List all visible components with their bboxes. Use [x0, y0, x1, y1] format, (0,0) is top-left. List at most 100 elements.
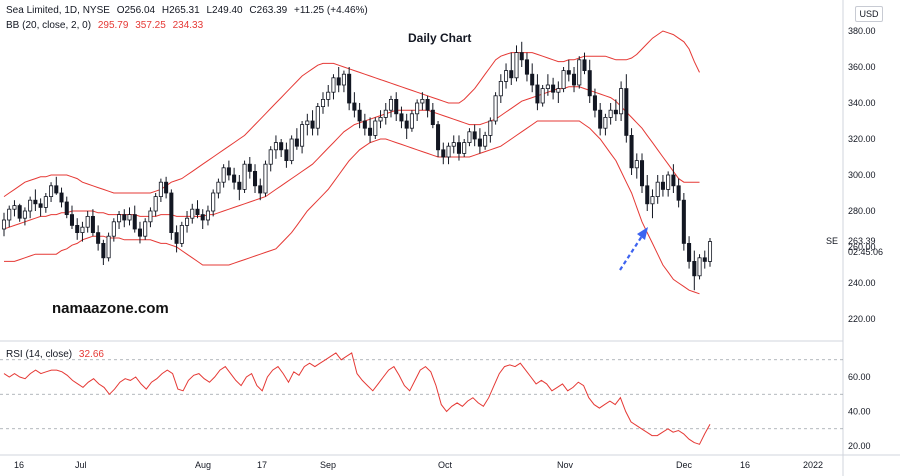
- candle-down: [284, 149, 289, 162]
- candle-down: [59, 192, 64, 203]
- candle-down: [279, 142, 284, 151]
- candle-up: [305, 120, 310, 125]
- candle-down: [232, 174, 237, 183]
- candle-down: [572, 73, 577, 86]
- candle-up: [619, 88, 624, 115]
- candle-up: [179, 224, 184, 244]
- candle-down: [551, 84, 556, 93]
- symbol-name: Sea Limited, 1D, NYSE: [6, 5, 110, 16]
- low-value: L249.40: [206, 5, 243, 16]
- candle-up: [216, 181, 221, 194]
- time-tick-label: Oct: [438, 460, 453, 470]
- candle-down: [399, 113, 404, 122]
- candle-up: [320, 99, 326, 108]
- price-tick-label: 220.00: [848, 314, 876, 324]
- candle-up: [409, 113, 414, 129]
- candle-down: [169, 192, 174, 233]
- candle-up: [153, 196, 158, 212]
- candle-up: [111, 221, 116, 237]
- candle-up: [1, 219, 7, 230]
- candle-down: [587, 70, 592, 97]
- chart-title: Daily Chart: [408, 31, 472, 45]
- rsi-tick-label: 20.00: [848, 441, 871, 451]
- candle-down: [519, 52, 524, 61]
- candle-up: [300, 124, 305, 147]
- candle-down: [336, 77, 341, 86]
- candle-down: [430, 109, 435, 125]
- bb-label: BB (20, close, 2, 0): [6, 20, 92, 31]
- candle-down: [174, 232, 179, 244]
- time-tick-label: Dec: [676, 460, 693, 470]
- candle-down: [226, 167, 231, 176]
- candle-down: [535, 84, 540, 104]
- candle-up: [467, 131, 472, 144]
- rsi-label: RSI (14, close): [6, 349, 73, 360]
- candle-down: [362, 120, 367, 129]
- candle-up: [545, 84, 550, 89]
- candle-down: [164, 181, 169, 194]
- candle-down: [33, 199, 38, 205]
- candle-down: [472, 131, 477, 140]
- candle-down: [237, 181, 242, 190]
- rsi-value: 32.66: [78, 349, 104, 360]
- high-value: H265.31: [161, 5, 200, 16]
- candle-up: [221, 167, 226, 183]
- close-value: C263.39: [249, 5, 288, 16]
- candle-down: [629, 134, 634, 169]
- currency-button[interactable]: USD: [855, 6, 883, 22]
- candle-down: [38, 203, 43, 208]
- candle-up: [488, 120, 493, 136]
- candle-down: [692, 260, 697, 277]
- rsi-legend: RSI (14, close) 32.66: [6, 349, 108, 360]
- candle-down: [582, 59, 587, 71]
- price-tick-label: 320.00: [848, 134, 876, 144]
- candle-up: [117, 214, 122, 223]
- time-tick-label: Aug: [195, 460, 211, 470]
- candle-up: [388, 99, 394, 111]
- candle-down: [477, 138, 482, 147]
- candle-down: [436, 124, 441, 151]
- candle-up: [326, 91, 331, 100]
- price-tag-symbol: SE: [826, 236, 839, 246]
- candle-up: [190, 208, 195, 219]
- price-tick-label: 240.00: [848, 278, 876, 288]
- candle-up: [315, 106, 320, 129]
- price-tick-label: 280.00: [848, 206, 876, 216]
- candle-up: [707, 241, 713, 262]
- candle-up: [556, 88, 561, 93]
- candle-down: [247, 163, 252, 172]
- change-value: +11.25 (+4.46%): [294, 5, 368, 16]
- candle-up: [373, 120, 378, 136]
- candle-up: [185, 217, 190, 226]
- candle-up: [127, 214, 132, 221]
- candle-up: [666, 174, 671, 190]
- candle-down: [592, 95, 597, 111]
- candle-up: [650, 196, 655, 205]
- candle-down: [90, 215, 95, 233]
- candle-up: [561, 70, 566, 89]
- candle-up: [80, 226, 85, 233]
- candle-down: [258, 185, 263, 194]
- candle-down: [530, 73, 535, 86]
- candle-down: [687, 242, 692, 262]
- bar-countdown: 02:45:06: [848, 247, 884, 257]
- candle-up: [420, 99, 425, 104]
- candle-up: [211, 192, 216, 212]
- candle-up: [12, 205, 17, 210]
- candle-down: [660, 181, 665, 190]
- time-tick-label: 16: [740, 460, 750, 470]
- candle-down: [352, 102, 357, 111]
- annotation-arrow-head: [637, 227, 648, 240]
- candle-up: [451, 142, 456, 147]
- last-price-value: 263.39: [848, 236, 876, 246]
- candle-up: [268, 149, 273, 165]
- annotation-arrow-shaft: [619, 235, 643, 271]
- candle-down: [368, 127, 373, 136]
- open-value: O256.04: [116, 5, 156, 16]
- candle-up: [158, 181, 163, 197]
- candle-down: [17, 205, 22, 219]
- rsi-tick-label: 60.00: [848, 372, 871, 382]
- candle-down: [64, 201, 69, 215]
